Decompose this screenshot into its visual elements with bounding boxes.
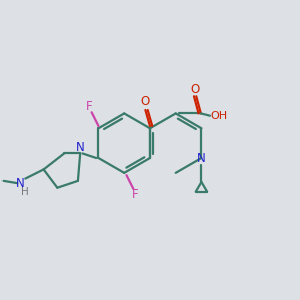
Text: N: N [197, 152, 206, 164]
Text: OH: OH [211, 111, 228, 121]
Text: O: O [190, 83, 200, 96]
Text: F: F [132, 188, 139, 201]
Text: H: H [21, 187, 29, 197]
Text: N: N [16, 177, 25, 190]
Text: F: F [86, 100, 93, 113]
Text: N: N [76, 141, 85, 154]
Text: O: O [141, 95, 150, 109]
